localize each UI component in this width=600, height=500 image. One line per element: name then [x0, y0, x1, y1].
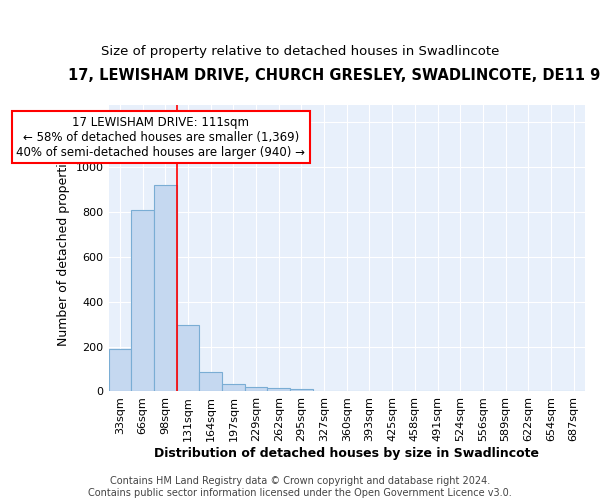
Bar: [290, 389, 313, 392]
X-axis label: Distribution of detached houses by size in Swadlincote: Distribution of detached houses by size …: [154, 447, 539, 460]
Bar: [222, 384, 245, 392]
Bar: [176, 326, 199, 392]
Title: 17, LEWISHAM DRIVE, CHURCH GRESLEY, SWADLINCOTE, DE11 9GN: 17, LEWISHAM DRIVE, CHURCH GRESLEY, SWAD…: [68, 68, 600, 82]
Bar: [154, 185, 176, 392]
Bar: [131, 210, 154, 392]
Text: Size of property relative to detached houses in Swadlincote: Size of property relative to detached ho…: [101, 45, 499, 58]
Bar: [245, 387, 268, 392]
Text: Contains HM Land Registry data © Crown copyright and database right 2024.
Contai: Contains HM Land Registry data © Crown c…: [88, 476, 512, 498]
Bar: [268, 388, 290, 392]
Bar: [199, 372, 222, 392]
Y-axis label: Number of detached properties: Number of detached properties: [57, 150, 70, 346]
Bar: [109, 349, 131, 392]
Text: 17 LEWISHAM DRIVE: 111sqm
← 58% of detached houses are smaller (1,369)
40% of se: 17 LEWISHAM DRIVE: 111sqm ← 58% of detac…: [16, 116, 305, 158]
